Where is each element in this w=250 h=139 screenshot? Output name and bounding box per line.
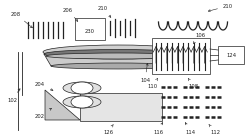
Text: 116: 116 bbox=[153, 123, 163, 135]
Text: 124: 124 bbox=[226, 53, 236, 58]
Text: 208: 208 bbox=[11, 12, 32, 28]
Text: 110: 110 bbox=[147, 78, 158, 89]
Bar bbox=[218, 46, 244, 64]
Text: 210: 210 bbox=[208, 3, 233, 12]
Ellipse shape bbox=[44, 49, 192, 59]
Polygon shape bbox=[45, 90, 80, 120]
Bar bbox=[75, 18, 105, 40]
Text: 102: 102 bbox=[7, 89, 20, 102]
Text: 204: 204 bbox=[35, 81, 53, 90]
Ellipse shape bbox=[71, 82, 93, 94]
Text: 230: 230 bbox=[85, 28, 95, 33]
Polygon shape bbox=[44, 54, 192, 66]
Text: 114: 114 bbox=[185, 123, 195, 135]
Text: 206: 206 bbox=[63, 8, 78, 21]
Text: 104: 104 bbox=[140, 63, 150, 83]
Bar bbox=[152, 38, 210, 74]
Text: 126: 126 bbox=[103, 124, 113, 135]
Text: 210: 210 bbox=[98, 6, 111, 17]
Text: 106: 106 bbox=[194, 33, 205, 44]
Ellipse shape bbox=[46, 53, 190, 59]
Ellipse shape bbox=[63, 96, 101, 108]
Text: 112: 112 bbox=[209, 125, 220, 135]
Ellipse shape bbox=[51, 63, 185, 69]
Text: 108: 108 bbox=[188, 78, 198, 89]
Ellipse shape bbox=[43, 45, 193, 59]
Ellipse shape bbox=[71, 96, 93, 108]
Text: 202: 202 bbox=[35, 108, 51, 119]
Bar bbox=[80, 93, 162, 121]
Ellipse shape bbox=[63, 82, 101, 94]
